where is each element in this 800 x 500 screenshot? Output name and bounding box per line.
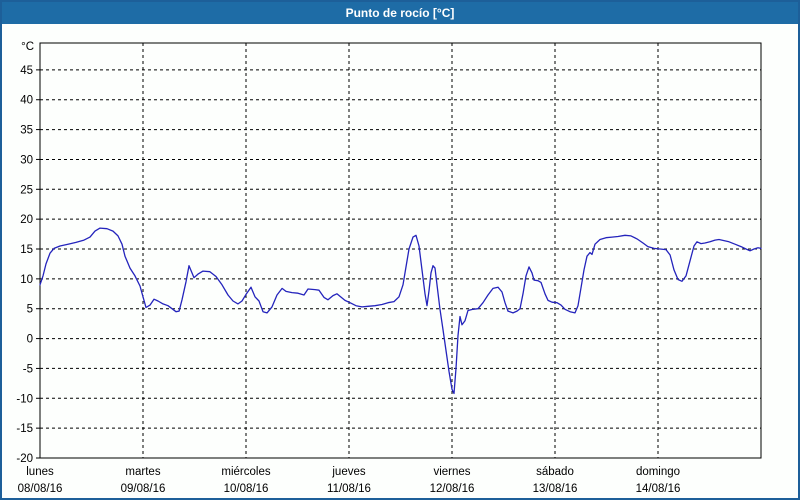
y-tick-label: 35 xyxy=(20,125,33,137)
y-tick-label: 30 xyxy=(20,154,33,166)
y-tick-label: 15 xyxy=(20,244,33,256)
x-day-label: lunes xyxy=(26,466,54,478)
x-day-label: jueves xyxy=(331,466,365,478)
y-unit-label: °C xyxy=(21,41,34,53)
x-day-label: viernes xyxy=(433,466,470,478)
y-tick-label: 45 xyxy=(20,65,33,77)
chart-title: Punto de rocío [°C] xyxy=(345,6,455,20)
x-date-label: 11/08/16 xyxy=(327,483,371,495)
x-date-label: 13/08/16 xyxy=(533,483,578,495)
x-date-label: 12/08/16 xyxy=(430,483,475,495)
x-day-label: domingo xyxy=(636,466,680,478)
chart-area: 45 40 35 30 25 20 15 10 5 0 -5 -10 -15 -20 lunes 08/08/… xyxy=(2,24,798,498)
x-day-label: martes xyxy=(125,466,160,478)
y-tick-label: -5 xyxy=(23,363,33,375)
x-date-label: 08/08/16 xyxy=(18,483,63,495)
x-day-label: sábado xyxy=(536,466,574,478)
y-tick-label: -15 xyxy=(16,423,33,435)
dewpoint-series-line xyxy=(39,227,762,395)
y-tick-label: 20 xyxy=(20,214,33,226)
y-tick-label: -20 xyxy=(16,453,33,465)
window-titlebar: Punto de rocío [°C] xyxy=(2,2,798,24)
y-tick-label: 5 xyxy=(27,304,33,316)
y-tick-label: 25 xyxy=(20,184,33,196)
y-tick-label: 0 xyxy=(27,334,33,346)
x-date-label: 10/08/16 xyxy=(224,483,269,495)
y-tick-label: -10 xyxy=(16,393,33,405)
y-tick-label: 10 xyxy=(20,274,33,286)
x-day-label: miércoles xyxy=(221,466,270,478)
plot-border xyxy=(39,42,762,459)
x-date-label: 09/08/16 xyxy=(121,483,166,495)
x-date-label: 14/08/16 xyxy=(636,483,681,495)
y-tick-label: 40 xyxy=(20,95,33,107)
